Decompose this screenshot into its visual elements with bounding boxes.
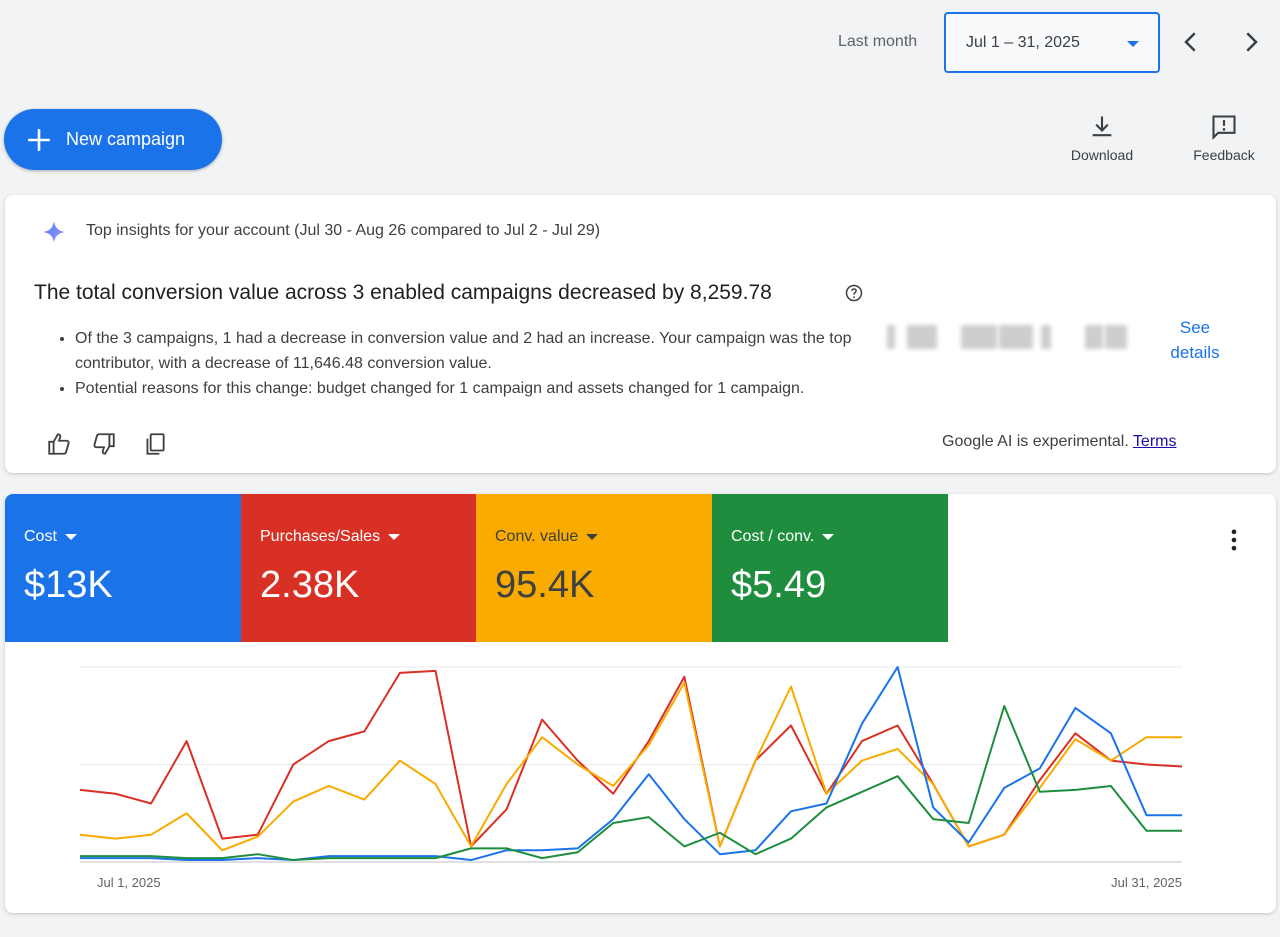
series-line-4 (80, 705, 1182, 862)
feedback-button[interactable]: Feedback (1184, 113, 1264, 173)
metric-tile-cost-per-conv[interactable]: Cost / conv. $5.49 (712, 494, 948, 642)
new-campaign-button[interactable]: New campaign (4, 109, 222, 170)
see-details-link[interactable]: See details (1170, 318, 1220, 362)
insights-card: Top insights for your account (Jul 30 - … (5, 195, 1276, 473)
metric-value: 95.4K (495, 564, 595, 606)
metric-label-text: Conv. value (495, 528, 579, 545)
metric-value: 2.38K (260, 564, 360, 606)
metric-label: Cost / conv. (731, 528, 835, 546)
series-line-3 (80, 666, 1182, 862)
plus-icon (28, 129, 50, 151)
dropdown-caret-icon (388, 533, 401, 540)
thumbs-up-icon (48, 433, 70, 455)
download-button[interactable]: Download (1062, 113, 1142, 173)
insight-bullet: Of the 3 campaigns, 1 had a decrease in … (75, 326, 895, 376)
insights-bullets: Of the 3 campaigns, 1 had a decrease in … (55, 326, 895, 401)
metric-label: Conv. value (495, 528, 599, 546)
dropdown-caret-icon (822, 533, 835, 540)
download-label: Download (1070, 147, 1134, 163)
metric-label-text: Purchases/Sales (260, 528, 381, 545)
dropdown-caret-icon (1127, 41, 1139, 47)
metric-tile-cost[interactable]: Cost $13K (5, 494, 241, 642)
metric-tile-purchases[interactable]: Purchases/Sales 2.38K (241, 494, 477, 642)
chevron-left-icon (1184, 32, 1196, 52)
performance-card: Cost $13K Purchases/Sales 2.38K Conv. va… (5, 494, 1276, 913)
chevron-right-icon (1246, 32, 1258, 52)
dropdown-caret-icon (586, 533, 599, 540)
more-vert-icon[interactable] (1220, 526, 1248, 554)
x-axis-end-label: Jul 31, 2025 (1111, 875, 1182, 890)
thumbs-down-icon (93, 433, 115, 455)
performance-line-chart: Jul 1, 2025 Jul 31, 2025 (79, 666, 1183, 890)
copy-icon (146, 433, 165, 455)
insights-heading: Top insights for your account (Jul 30 - … (86, 222, 601, 239)
thumbs-down-button[interactable] (91, 431, 117, 457)
series-line-2 (79, 681, 1182, 852)
ai-disclaimer-text: Google AI is experimental. (942, 433, 1129, 450)
metric-tile-conv-value[interactable]: Conv. value 95.4K (476, 494, 712, 642)
x-axis-start-label: Jul 1, 2025 (97, 875, 161, 890)
new-campaign-label: New campaign (66, 129, 186, 149)
sparkle-icon (43, 221, 65, 243)
feedback-icon (1212, 115, 1236, 141)
copy-button[interactable] (142, 431, 168, 457)
thumbs-up-button[interactable] (46, 431, 72, 457)
download-icon (1092, 116, 1112, 137)
ai-disclaimer: Google AI is experimental. Terms (942, 433, 1176, 451)
feedback-label: Feedback (1193, 147, 1255, 163)
metric-label: Purchases/Sales (260, 528, 401, 546)
metric-label: Cost (24, 528, 77, 546)
metric-label-text: Cost / conv. (731, 528, 815, 545)
period-label: Last month (838, 33, 918, 50)
metric-value: $13K (24, 564, 113, 606)
terms-link[interactable]: Terms (1132, 433, 1177, 450)
insights-title: The total conversion value across 3 enab… (34, 281, 772, 304)
previous-period-button[interactable] (1176, 27, 1206, 57)
metric-label-text: Cost (24, 528, 57, 545)
metric-value: $5.49 (731, 564, 827, 606)
dropdown-caret-icon (64, 533, 77, 540)
date-range-select[interactable]: Jul 1 – 31, 2025 (944, 12, 1160, 73)
date-range-value: Jul 1 – 31, 2025 (966, 34, 1080, 51)
help-icon[interactable] (844, 283, 864, 303)
insight-bullet: Potential reasons for this change: budge… (75, 376, 895, 401)
next-period-button[interactable] (1236, 27, 1266, 57)
redacted-campaign-name (883, 325, 1133, 349)
